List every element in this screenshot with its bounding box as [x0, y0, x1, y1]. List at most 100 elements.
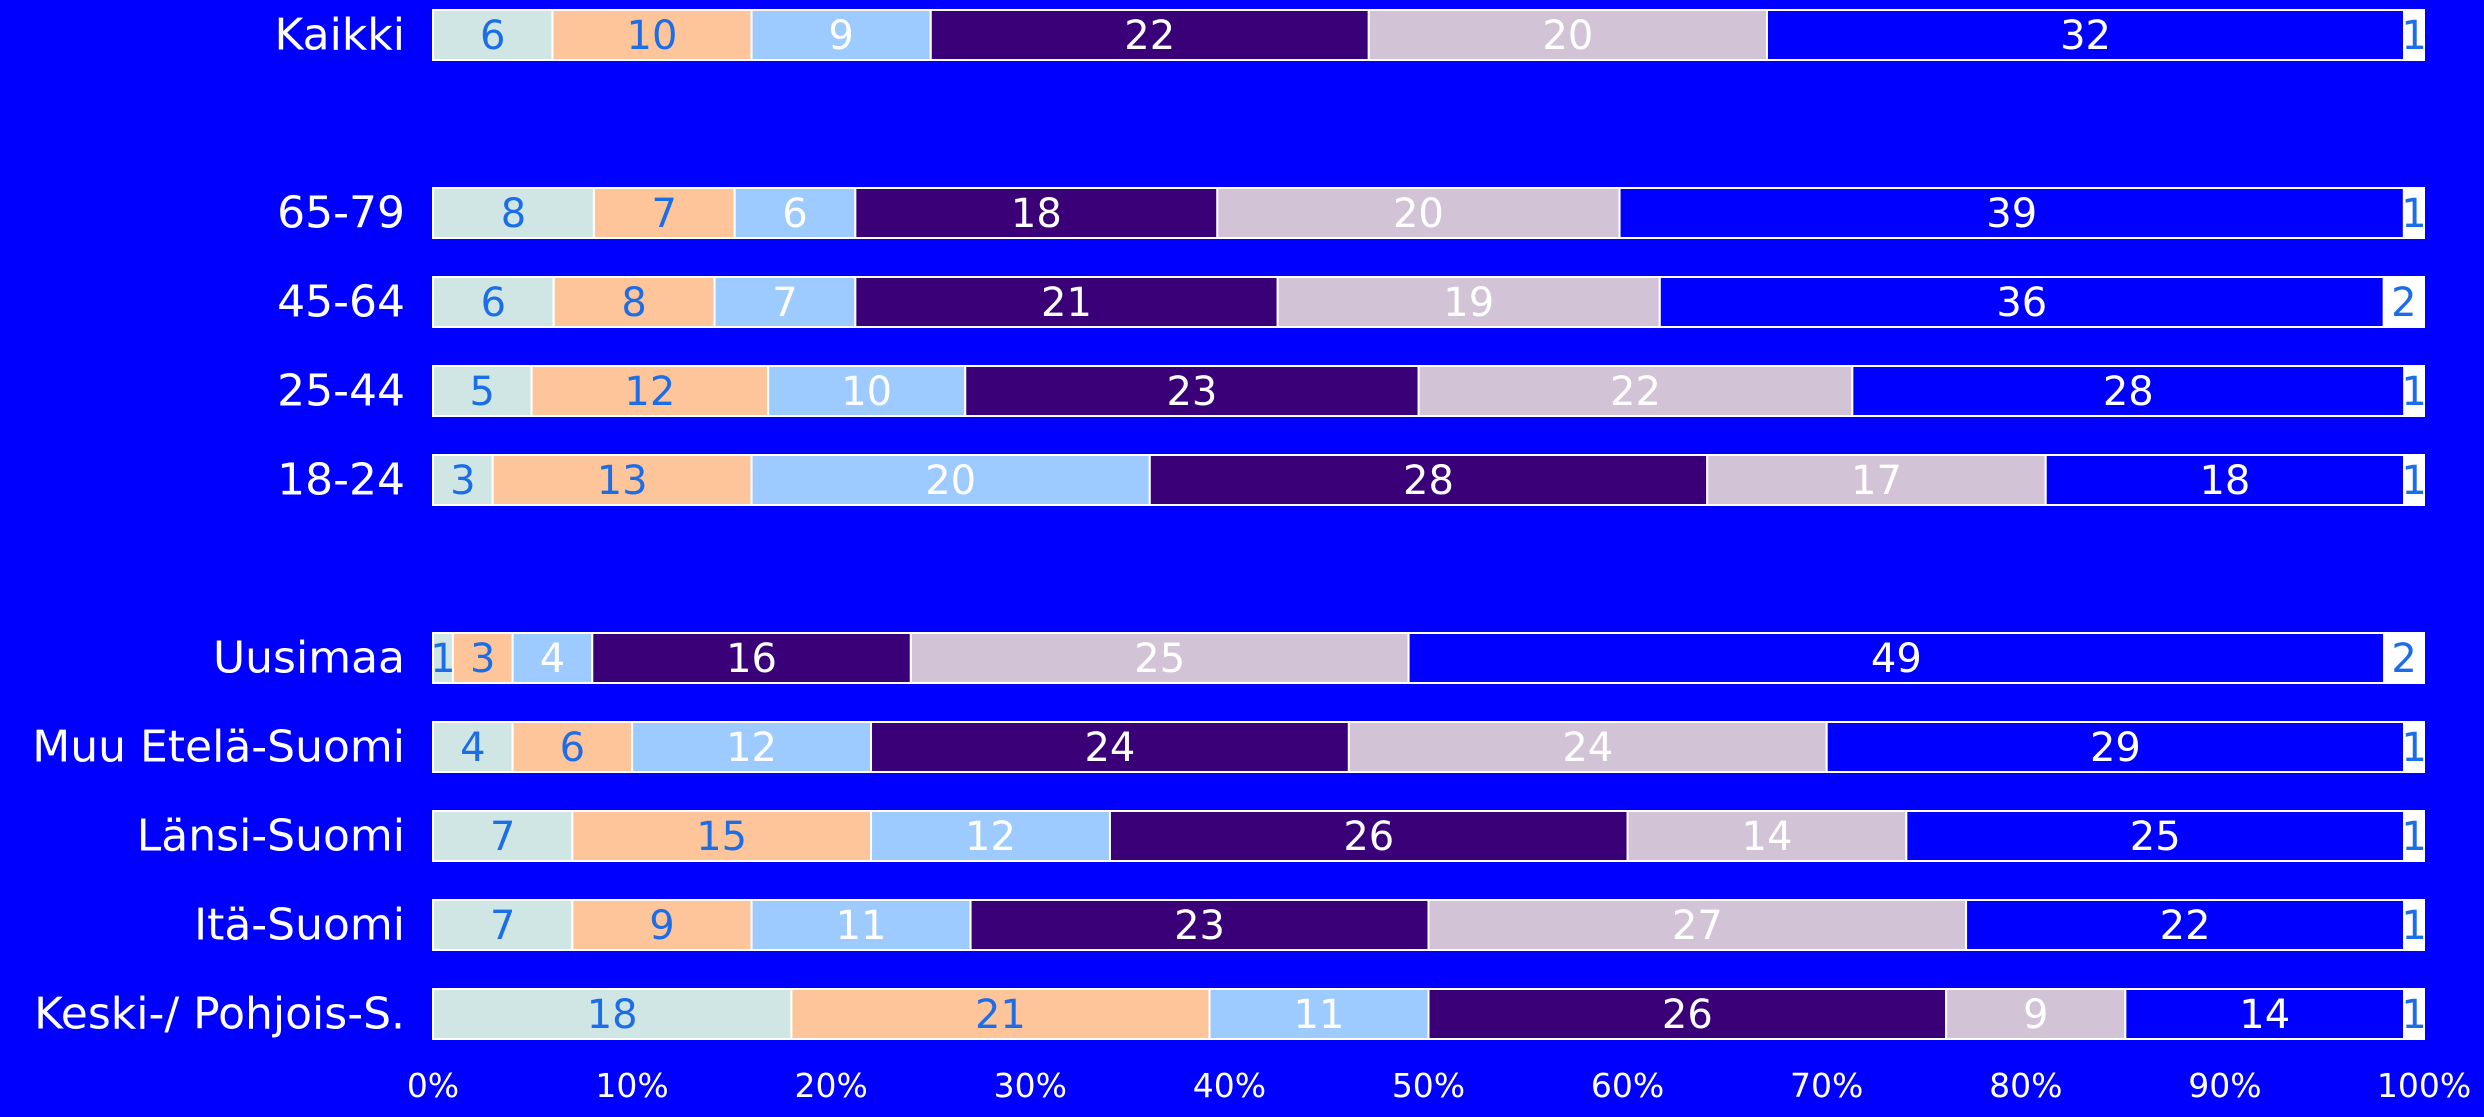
- bar-segment: [854, 187, 1219, 239]
- bar-segment: [1407, 632, 2386, 684]
- data-label: 8: [501, 191, 526, 237]
- bar-segment: [1626, 810, 1908, 862]
- data-label: 15: [696, 814, 747, 860]
- bar-segment: [432, 899, 574, 951]
- bar-segment: [451, 632, 514, 684]
- x-tick-label: 90%: [2188, 1066, 2261, 1105]
- data-label: 28: [2103, 369, 2154, 415]
- bar-segment: [750, 9, 932, 61]
- data-label: 24: [1084, 725, 1135, 771]
- data-label: 14: [2239, 992, 2290, 1038]
- x-tick-label: 60%: [1591, 1066, 1664, 1105]
- category-label: 18-24: [277, 455, 405, 506]
- bar-segment: [1208, 988, 1430, 1040]
- bar-segment: [432, 9, 554, 61]
- bar-segment: [551, 9, 753, 61]
- category-label: 45-64: [277, 277, 405, 328]
- x-tick-label: 0%: [407, 1066, 459, 1105]
- bar-segment: [432, 454, 494, 506]
- x-tick-label: 40%: [1193, 1066, 1266, 1105]
- bar-segment: [1706, 454, 2047, 506]
- data-label: 9: [649, 903, 674, 949]
- data-label: 10: [841, 369, 892, 415]
- bar-segment: [1658, 276, 2385, 328]
- bar-segment: [1427, 988, 1948, 1040]
- data-label: 12: [965, 814, 1016, 860]
- bar-segment: [2402, 187, 2426, 239]
- x-axis-tick-labels: 0% 10% 20% 30% 40% 50% 60% 70% 80% 90% 100%: [407, 1066, 2471, 1105]
- data-label: 19: [1443, 280, 1494, 326]
- data-label: 27: [1672, 903, 1723, 949]
- data-label: 13: [597, 458, 648, 504]
- bar-segment: [1965, 899, 2406, 951]
- data-label: 12: [624, 369, 675, 415]
- data-label: 26: [1662, 992, 1713, 1038]
- data-label: 14: [1742, 814, 1793, 860]
- data-label: 23: [1166, 369, 1217, 415]
- data-label: 3: [450, 458, 475, 504]
- bar-segment: [2403, 899, 2426, 951]
- data-label: 6: [480, 13, 505, 59]
- bar-segment: [870, 810, 1111, 862]
- category-label: Itä-Suomi: [194, 900, 405, 951]
- data-label: 39: [1986, 191, 2037, 237]
- data-label: 23: [1174, 903, 1225, 949]
- data-label: 29: [2090, 725, 2141, 771]
- data-label: 18: [587, 992, 638, 1038]
- bar-segment: [2403, 810, 2426, 862]
- bar-segment: [1765, 9, 2406, 61]
- bar-segment: [1108, 810, 1629, 862]
- bar-segment: [2403, 988, 2426, 1040]
- data-label: 25: [1134, 636, 1185, 682]
- category-label: Keski-/ Pohjois-S.: [34, 989, 405, 1040]
- data-label: 26: [1343, 814, 1394, 860]
- bar-segment: [1618, 187, 2405, 239]
- bar-segment: [1945, 988, 2127, 1040]
- bar-segment: [432, 276, 555, 328]
- data-label: 1: [2401, 992, 2426, 1038]
- data-label: 7: [490, 814, 515, 860]
- data-label: 8: [621, 280, 646, 326]
- data-label: 18: [2199, 458, 2250, 504]
- bar-segment: [1276, 276, 1661, 328]
- bar-segment: [1417, 365, 1854, 417]
- data-label: 6: [560, 725, 585, 771]
- data-label: 1: [2401, 725, 2426, 771]
- category-label: 65-79: [277, 188, 405, 239]
- bar-segment: [1427, 899, 1968, 951]
- data-label: 3: [470, 636, 495, 682]
- category-labels: Kaikki 65-79 45-64 25-44 18-24 Uusimaa Muu Ete…: [32, 10, 405, 1040]
- data-label: 16: [726, 636, 777, 682]
- data-label: 7: [772, 280, 797, 326]
- data-label: 17: [1851, 458, 1902, 504]
- data-label: 32: [2060, 13, 2111, 59]
- x-tick-label: 80%: [1989, 1066, 2062, 1105]
- data-label: 7: [652, 191, 677, 237]
- bar-segment: [1347, 721, 1828, 773]
- category-label: 25-44: [277, 366, 405, 417]
- x-tick-label: 10%: [595, 1066, 668, 1105]
- bar-segment: [2382, 276, 2426, 328]
- category-label: Muu Etelä-Suomi: [32, 722, 405, 773]
- bar-segment: [2403, 9, 2426, 61]
- x-tick-label: 100%: [2377, 1066, 2471, 1105]
- x-tick-label: 70%: [1790, 1066, 1863, 1105]
- data-label: 2: [2391, 280, 2416, 326]
- data-label: 20: [1542, 13, 1593, 59]
- bar-segment: [870, 721, 1350, 773]
- data-label: 1: [2401, 191, 2426, 237]
- x-tick-label: 30%: [994, 1066, 1067, 1105]
- bar-segment: [432, 810, 574, 862]
- bar-segment: [2383, 632, 2425, 684]
- category-label: Uusimaa: [213, 633, 405, 684]
- bar-segment: [1367, 9, 1768, 61]
- bar-segment: [1905, 810, 2406, 862]
- x-tick-label: 50%: [1392, 1066, 1465, 1105]
- data-label: 28: [1403, 458, 1454, 504]
- data-label: 18: [1011, 191, 1062, 237]
- data-label: 2: [2391, 636, 2416, 682]
- bars-layer: 6 10 9 22 20 32 18 7 6 18 20 39 16 8 7 21 19 36 25 12 10 23 22…: [430, 9, 2427, 1040]
- data-label: 25: [2130, 814, 2181, 860]
- bar-segment: [2403, 454, 2426, 506]
